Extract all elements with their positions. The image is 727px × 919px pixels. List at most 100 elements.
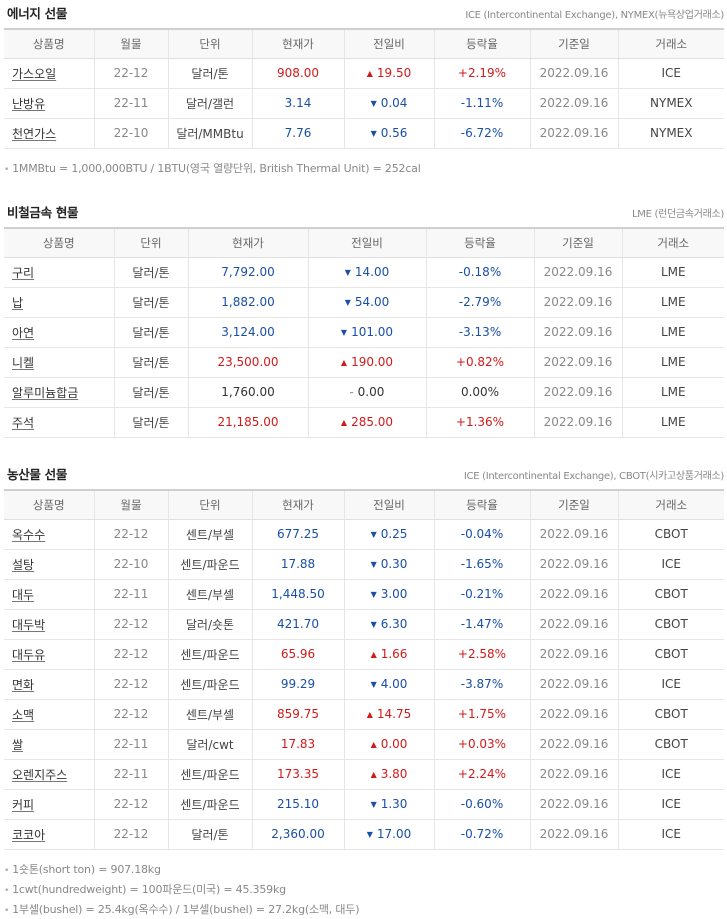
commodity-link[interactable]: 오렌지주스	[12, 767, 68, 782]
commodity-link[interactable]: 난방유	[12, 96, 46, 111]
commodity-link[interactable]: 면화	[12, 677, 35, 692]
table-row: 구리 달러/톤 7,792.00 ▼ 14.00 -0.18% 2022.09.16 LME	[4, 257, 724, 288]
commodity-link[interactable]: 주석	[12, 415, 35, 430]
contract-month-cell: 22-12	[93, 699, 168, 730]
commodity-link[interactable]: 천연가스	[12, 126, 57, 141]
change-value: 0.00	[380, 737, 408, 751]
commodity-link[interactable]: 쌀	[12, 737, 24, 752]
commodity-link[interactable]: 옥수수	[12, 527, 46, 542]
commodity-name-cell: 구리	[4, 257, 114, 288]
change-value: 0.56	[380, 126, 408, 140]
footnote-text: 1부셀(bushel) = 25.4kg(옥수수) / 1부셀(bushel) …	[12, 902, 360, 916]
table-row: 오렌지주스 22-11 센트/파운드 173.35 ▲ 3.80 +2.24% 2022.09…	[4, 759, 724, 790]
column-header: 등락율	[425, 227, 534, 258]
change-rate-cell: +0.03%	[433, 729, 530, 760]
price-cell: 859.75	[251, 699, 344, 730]
change-rate-cell: -0.21%	[433, 579, 530, 610]
price-cell: 3.14	[251, 88, 344, 119]
commodity-name-cell: 옥수수	[4, 519, 94, 550]
change-value: 285.00	[351, 415, 394, 429]
exchange-cell: LME	[621, 347, 724, 378]
commodity-link[interactable]: 대두유	[12, 647, 46, 662]
contract-month-cell: 22-12	[93, 789, 168, 820]
commodity-link[interactable]: 가스오일	[12, 66, 57, 81]
base-date-cell: 2022.09.16	[529, 519, 618, 550]
commodity-name-cell: 가스오일	[4, 58, 94, 89]
change-rate-cell: +1.36%	[425, 407, 534, 438]
commodity-link[interactable]: 니켈	[12, 355, 35, 370]
table-row: 옥수수 22-12 센트/부셀 677.25 ▼ 0.25 -0.04% 2022.09.16…	[4, 519, 724, 550]
change-rate-cell: 0.00%	[425, 377, 534, 408]
commodity-link[interactable]: 대두박	[12, 617, 46, 632]
change-rate-cell: -0.60%	[433, 789, 530, 820]
section-source: ICE (Intercontinental Exchange), CBOT(시카…	[463, 471, 724, 482]
price-cell: 173.35	[251, 759, 344, 790]
exchange-cell: CBOT	[617, 639, 724, 670]
commodity-link[interactable]: 대두	[12, 587, 35, 602]
commodity-link[interactable]: 구리	[12, 265, 35, 280]
commodity-link[interactable]: 납	[12, 295, 24, 310]
table-row: 소맥 22-12 센트/부셀 859.75 ▲ 14.75 +1.75% 2022.09.16…	[4, 699, 724, 730]
contract-month-cell: 22-10	[93, 549, 168, 580]
column-header: 월물	[93, 489, 168, 520]
table-row: 대두 22-11 센트/부셀 1,448.50 ▼ 3.00 -0.21% 2022.09.1…	[4, 579, 724, 610]
commodity-link[interactable]: 코코아	[12, 827, 46, 842]
exchange-cell: LME	[621, 377, 724, 408]
triangle-down-icon: ▼	[370, 800, 377, 809]
exchange-cell: ICE	[617, 789, 724, 820]
exchange-cell: LME	[621, 257, 724, 288]
footnote-text: 1숏톤(short ton) = 907.18kg	[12, 862, 161, 876]
triangle-down-icon: ▼	[344, 268, 351, 277]
column-header: 현재가	[251, 489, 344, 520]
change-rate-cell: +1.75%	[433, 699, 530, 730]
table-row: 대두박 22-12 달러/숏톤 421.70 ▼ 6.30 -1.47% 2022.09.16…	[4, 609, 724, 640]
change-value: 101.00	[351, 325, 394, 339]
bullet-dot-icon: •	[4, 164, 10, 175]
change-value: 17.00	[376, 827, 412, 841]
unit-cell: 센트/부셀	[167, 699, 252, 730]
commodity-name-cell: 코코아	[4, 819, 94, 850]
change-value: 54.00	[354, 295, 390, 309]
commodity-link[interactable]: 아연	[12, 325, 35, 340]
change-cell: ▼ 0.30	[343, 549, 434, 580]
commodity-link[interactable]: 알루미늄합금	[12, 385, 79, 400]
change-cell: ▼ 1.30	[343, 789, 434, 820]
energy-futures-section: 에너지 선물 ICE (Intercontinental Exchange), …	[0, 0, 727, 179]
column-header: 기준일	[533, 227, 622, 258]
metals-table: 상품명 단위 현재가 전일비 등락율 기준일 거래소 구리 달러/톤 7,792.00 ▼ 14.0…	[4, 227, 724, 438]
unit-cell: 달러/톤	[113, 377, 188, 408]
commodity-name-cell: 대두유	[4, 639, 94, 670]
unit-cell: 센트/파운드	[167, 669, 252, 700]
exchange-cell: NYMEX	[617, 88, 724, 119]
change-value: 4.00	[380, 677, 408, 691]
change-cell: ▲ 1.66	[343, 639, 434, 670]
column-header: 월물	[93, 28, 168, 59]
triangle-down-icon: ▼	[370, 560, 377, 569]
commodity-name-cell: 대두박	[4, 609, 94, 640]
price-cell: 17.88	[251, 549, 344, 580]
commodity-link[interactable]: 커피	[12, 797, 35, 812]
base-date-cell: 2022.09.16	[529, 759, 618, 790]
base-date-cell: 2022.09.16	[529, 729, 618, 760]
unit-cell: 달러/톤	[167, 58, 252, 89]
change-cell: ▼ 6.30	[343, 609, 434, 640]
triangle-up-icon: ▲	[340, 358, 348, 367]
unit-cell: 달러/톤	[113, 287, 188, 318]
table-row: 난방유 22-11 달러/갤런 3.14 ▼ 0.04 -1.11% 2022.09.16 NY…	[4, 88, 724, 119]
change-value: 190.00	[351, 355, 394, 369]
change-cell: ▼ 101.00	[307, 317, 426, 348]
change-rate-cell: -0.04%	[433, 519, 530, 550]
table-row: 쌀 22-11 달러/cwt 17.83 ▲ 0.00 +0.03% 2022.09.16 CB…	[4, 729, 724, 760]
change-rate-cell: -0.72%	[433, 819, 530, 850]
exchange-cell: ICE	[617, 58, 724, 89]
price-cell: 3,124.00	[187, 317, 308, 348]
exchange-cell: CBOT	[617, 699, 724, 730]
section-source: LME (런던금속거래소)	[632, 209, 724, 220]
commodity-link[interactable]: 소맥	[12, 707, 35, 722]
table-row: 면화 22-12 센트/파운드 99.29 ▼ 4.00 -3.87% 2022.09.16 I…	[4, 669, 724, 700]
section-title: 에너지 선물	[7, 6, 68, 21]
commodity-link[interactable]: 설탕	[12, 557, 35, 572]
base-date-cell: 2022.09.16	[533, 317, 622, 348]
triangle-up-icon: ▲	[340, 418, 348, 427]
contract-month-cell: 22-12	[93, 609, 168, 640]
